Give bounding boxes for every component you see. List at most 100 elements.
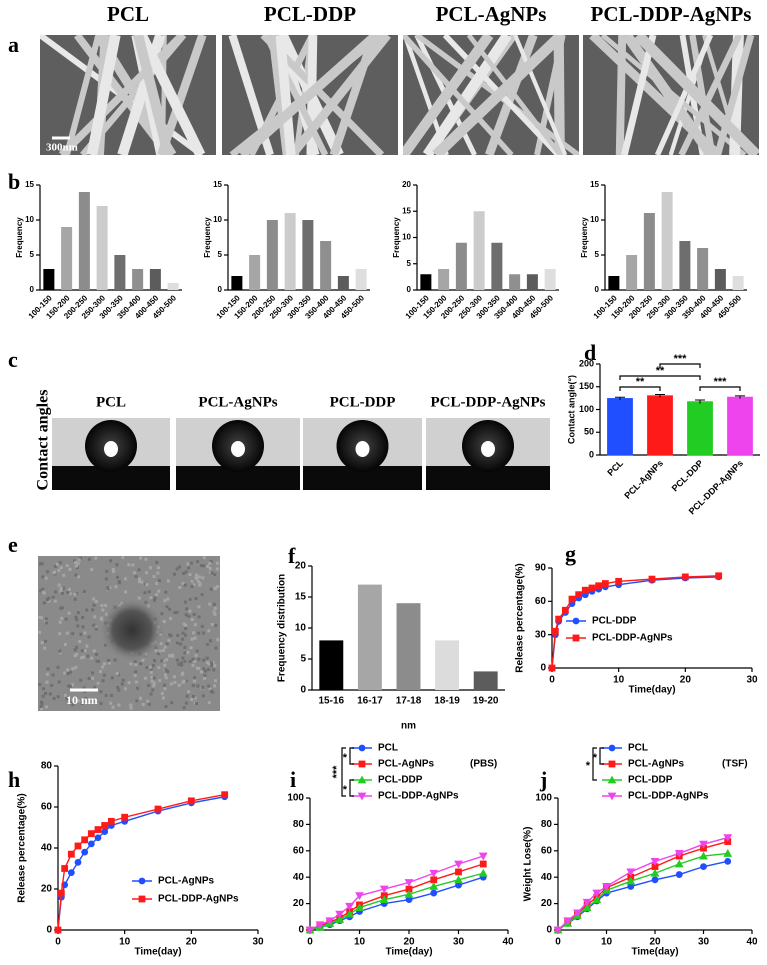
x-tick-label: 10 xyxy=(354,937,366,948)
marker xyxy=(553,926,563,935)
tem-noise xyxy=(63,642,67,646)
tem-noise xyxy=(66,697,70,701)
tem-noise xyxy=(193,676,197,680)
tem-noise xyxy=(168,633,172,637)
y-tick-label: 100 xyxy=(579,404,594,414)
tem-noise xyxy=(138,580,142,584)
bar xyxy=(526,274,538,290)
tem-noise xyxy=(56,695,60,699)
y-tick-label: 15 xyxy=(590,180,599,189)
tem-noise xyxy=(75,566,79,570)
bar xyxy=(337,276,349,290)
tem-noise xyxy=(60,591,64,595)
tem-noise xyxy=(41,587,45,591)
tem-noise xyxy=(147,683,151,687)
tem-noise xyxy=(53,599,57,603)
tem-noise xyxy=(137,568,141,572)
tem-noise xyxy=(44,619,48,623)
y-tick-label: 60 xyxy=(41,802,53,813)
tem-noise xyxy=(131,563,135,567)
tem-noise xyxy=(165,658,169,662)
tem-noise xyxy=(156,566,160,570)
tem-noise xyxy=(188,572,192,576)
significance-bracket xyxy=(349,779,354,797)
y-tick-label: 60 xyxy=(535,596,547,607)
tem-noise xyxy=(75,645,79,649)
tem-noise xyxy=(73,592,77,596)
tem-noise xyxy=(58,561,62,565)
tem-noise xyxy=(172,572,176,576)
tem-noise xyxy=(134,663,138,667)
panel-label: b xyxy=(8,169,20,194)
tem-noise xyxy=(139,556,143,560)
tem-noise xyxy=(210,664,214,668)
bar xyxy=(509,274,521,290)
tem-noise xyxy=(162,683,166,687)
y-tick-label: 5 xyxy=(30,250,35,259)
tem-noise xyxy=(42,687,46,691)
legend-marker xyxy=(607,792,617,801)
marker xyxy=(581,586,589,594)
y-tick-label: 15 xyxy=(295,592,307,603)
tem-noise xyxy=(62,573,66,577)
tem-noise xyxy=(82,686,86,690)
marker xyxy=(551,627,559,635)
tem-noise xyxy=(156,571,160,575)
fiber xyxy=(403,35,494,155)
significance-label: * xyxy=(343,784,348,796)
tem-noise xyxy=(144,571,148,575)
tem-noise xyxy=(195,573,199,577)
tem-noise xyxy=(138,696,142,700)
error-bar xyxy=(695,399,705,404)
tem-noise xyxy=(104,577,108,581)
significance-bracket xyxy=(592,747,597,781)
series-line xyxy=(57,796,225,931)
tem-noise xyxy=(110,694,114,698)
x-tick-label: 30 xyxy=(746,675,758,686)
panel-label: i xyxy=(290,767,296,792)
tem-noise xyxy=(185,694,189,698)
tem-noise xyxy=(107,659,111,663)
x-tick-label: 10 xyxy=(601,937,613,948)
tem-noise xyxy=(76,561,80,565)
marker xyxy=(478,852,488,861)
x-tick-label: 18-19 xyxy=(434,696,460,707)
legend-marker xyxy=(572,617,580,625)
bar xyxy=(167,283,179,290)
marker xyxy=(67,850,75,858)
tem-noise xyxy=(144,557,148,561)
fiber xyxy=(133,35,174,155)
tem-noise xyxy=(94,556,98,560)
tem-noise xyxy=(213,606,217,610)
bar xyxy=(357,584,382,690)
y-axis-label: Release percentage(%) xyxy=(515,563,526,673)
tem-noise xyxy=(183,651,187,655)
panel-label: g xyxy=(565,541,576,566)
bar xyxy=(320,241,332,290)
tem-noise xyxy=(201,694,205,698)
tem-noise xyxy=(79,678,83,682)
tem-noise xyxy=(79,556,83,560)
tem-noise xyxy=(146,699,150,703)
tem-noise xyxy=(44,691,48,695)
fiber xyxy=(633,35,759,155)
tem-noise xyxy=(213,664,217,668)
tem-noise xyxy=(53,564,57,568)
legend-marker xyxy=(358,744,366,752)
x-tick-label: 30 xyxy=(453,937,465,948)
bar xyxy=(396,603,421,690)
tem-noise xyxy=(163,645,167,649)
tem-noise xyxy=(87,557,91,561)
bar xyxy=(302,220,314,290)
tem-noise xyxy=(87,677,91,681)
tem-noise xyxy=(175,658,179,662)
x-tick-label: PCL-AgNPs xyxy=(622,458,665,501)
tem-noise xyxy=(214,679,218,683)
tem-noise xyxy=(85,608,89,612)
tem-noise xyxy=(191,663,195,667)
tem-noise xyxy=(134,680,138,684)
tem-noise xyxy=(139,662,143,666)
marker xyxy=(405,896,413,904)
x-tick-label: 30 xyxy=(698,937,710,948)
bar xyxy=(544,269,556,290)
